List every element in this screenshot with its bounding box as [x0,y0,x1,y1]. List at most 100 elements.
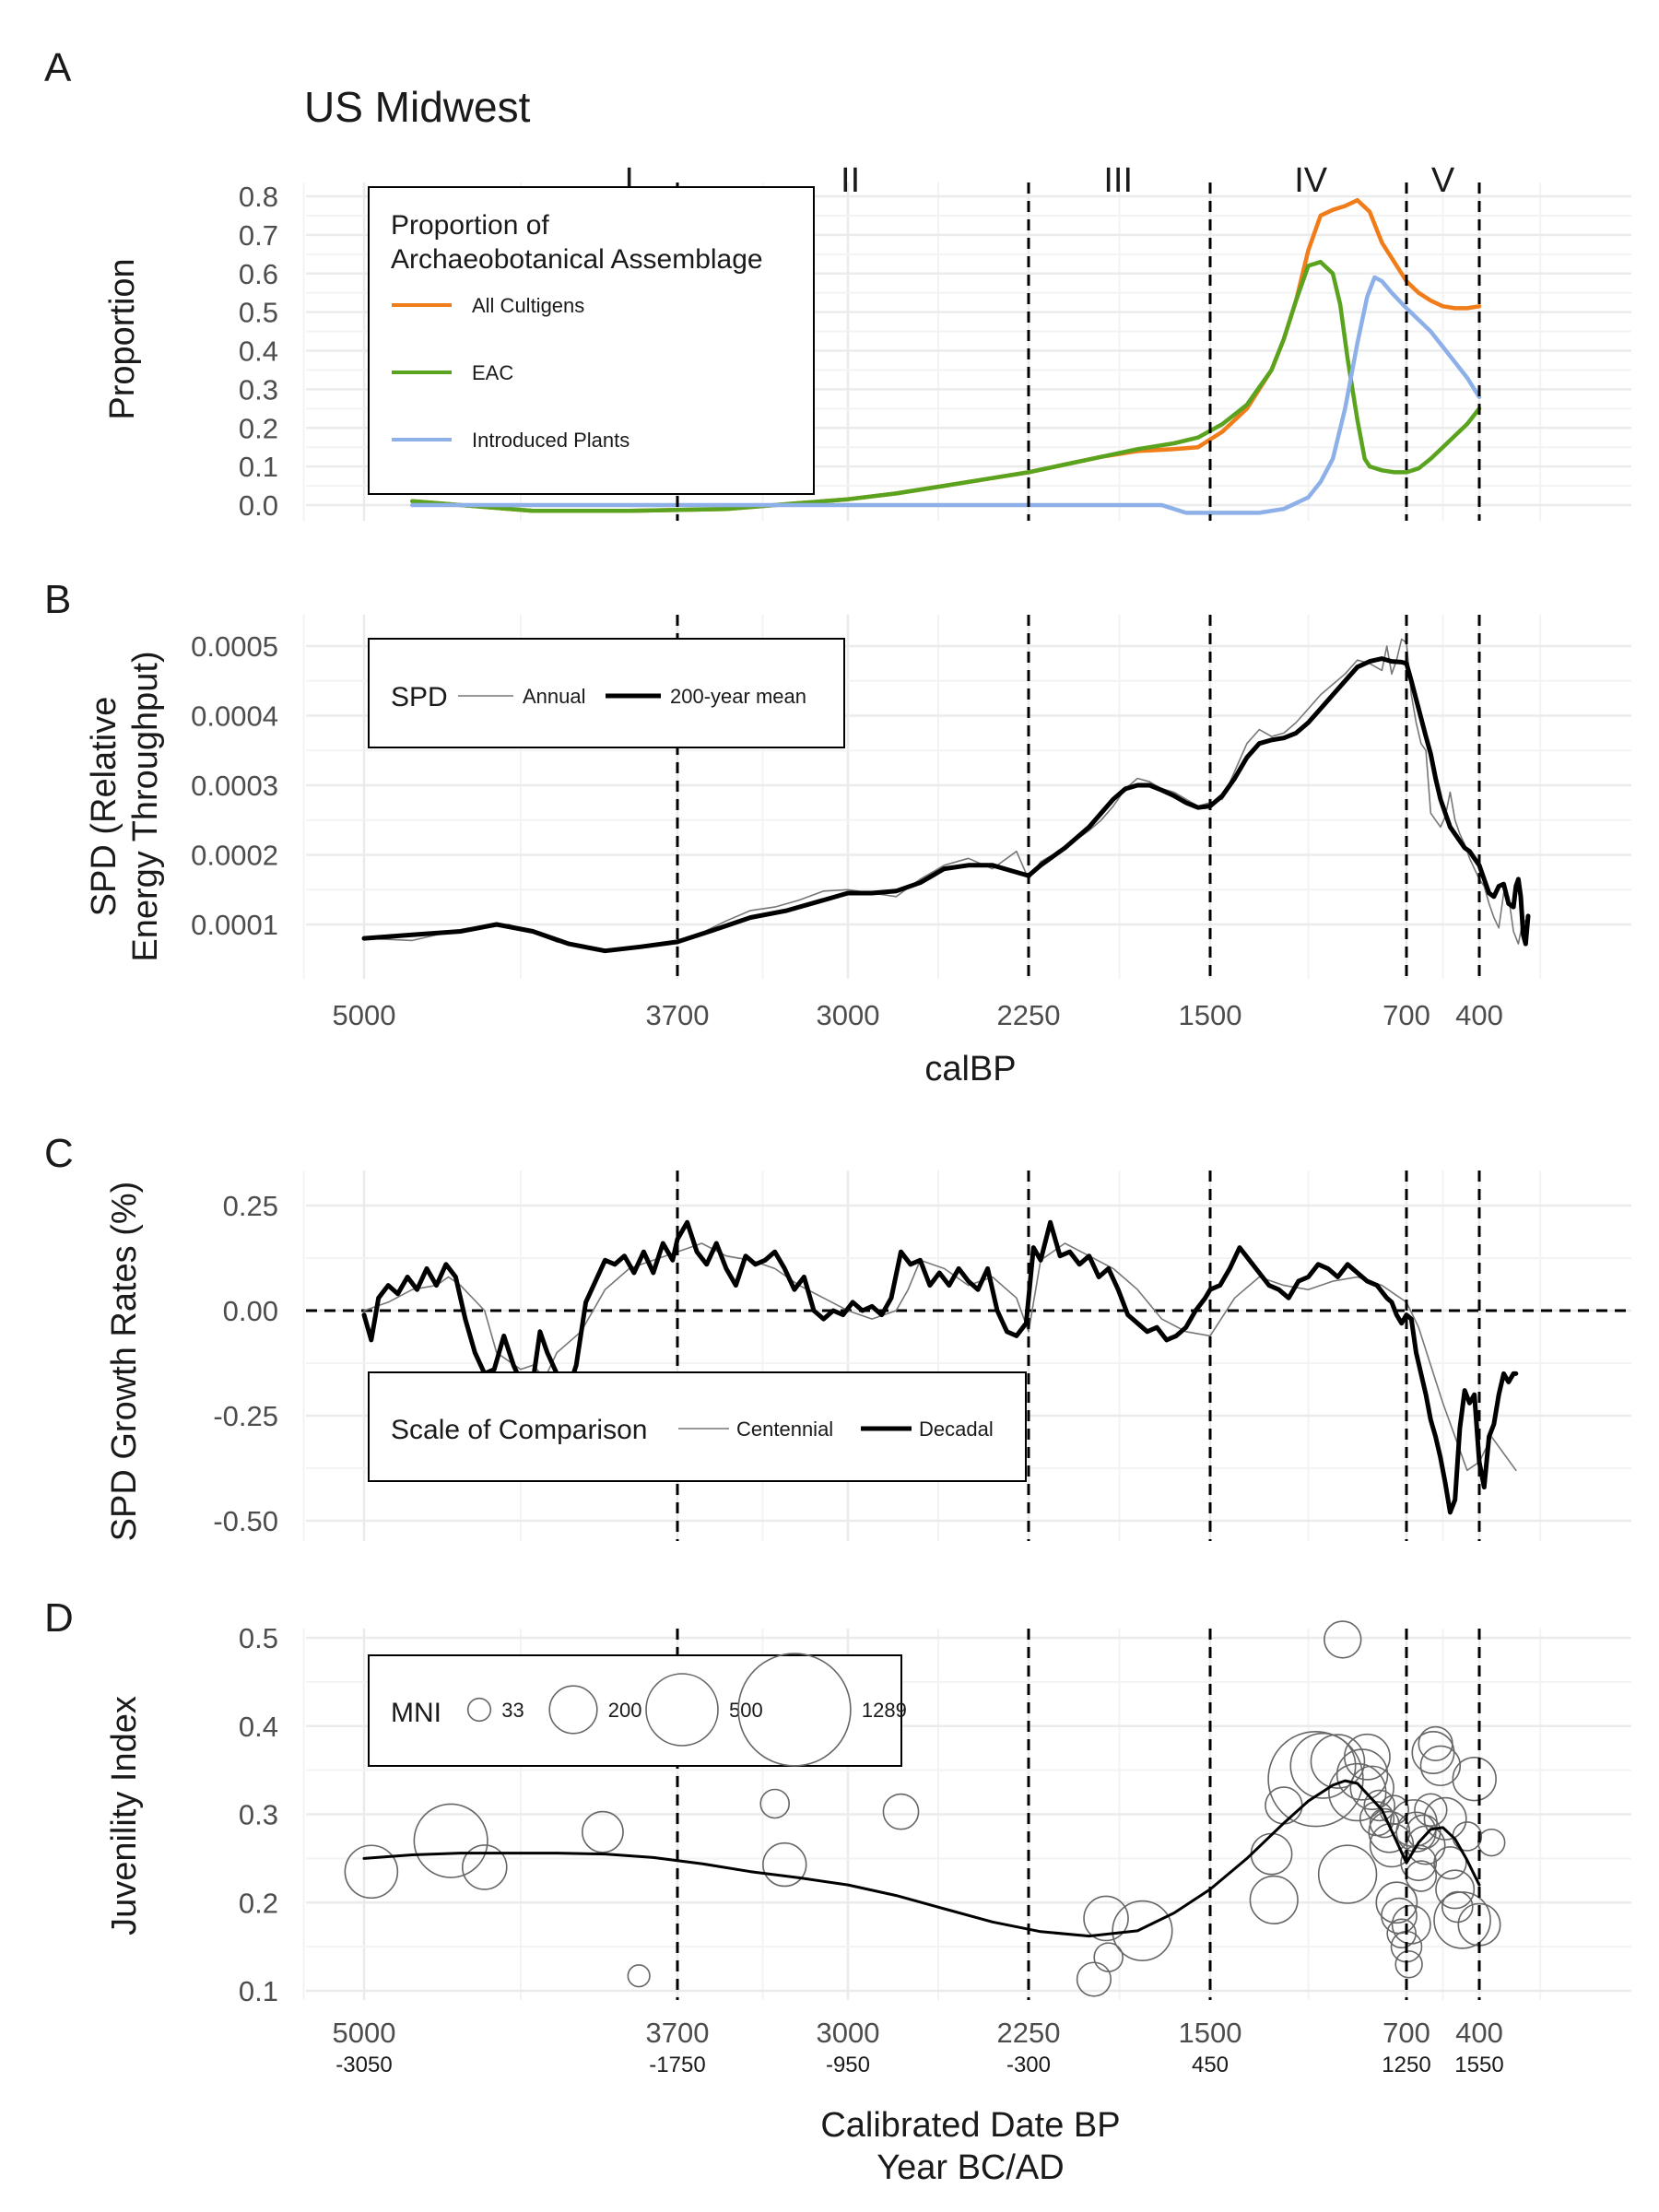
legend-size-keys: 33 200 500 1289 [466,1653,907,1767]
data-point [1391,1904,1431,1945]
y-tick-label: 0.1 [239,451,278,483]
data-point [759,1788,791,1819]
data-point [1419,1745,1462,1787]
data-point [1310,1734,1366,1789]
data-point [1452,1756,1497,1802]
panel-a: A US Midwest I II III IV V 0.00.10.20.30.40.… [44,45,1631,522]
legend-title: SPD [391,682,448,712]
x-tick-label-bcad: 1550 [1454,2053,1503,2077]
panel-d: D 0.1 0.2 0.3 0.4 0.5 5000 -3050 3700 -1750 3000… [44,1595,1631,2187]
y-tick-label: 0.0 [239,489,278,522]
x-tick-label: 400 [1455,999,1503,1031]
legend-label-200-year-mean: 200-year mean [670,685,806,708]
data-point [1411,1730,1455,1774]
period-label: I [624,161,634,200]
data-point [1477,1828,1506,1857]
panel-b-letter: B [44,577,71,622]
period-label: IV [1294,161,1328,200]
panel-d-letter: D [44,1595,74,1641]
panel-c-legend: Scale of Comparison Centennial Decadal [368,1371,1027,1482]
data-point [1375,1881,1418,1924]
data-point [1112,1900,1173,1961]
data-point [1335,1748,1389,1801]
panel-b-y-title-line1: SPD (Relative [85,697,124,917]
panel-c-y-ticks: 0.25 0.00 -0.25 -0.50 [213,1190,278,1537]
data-point [1386,1918,1417,1949]
panel-c-y-title: SPD Growth Rates (%) [105,1182,144,1542]
panel-b-x-ticks: 5000 3700 3000 2250 1500 700 400 [333,999,1503,1031]
period-label: V [1431,161,1455,200]
panel-a-legend: Proportion of Archaeobotanical Assemblag… [368,186,815,495]
data-point [1249,1875,1299,1924]
y-tick-label: 0.2 [239,1887,278,1919]
x-tick-label-bcad: 450 [1192,2053,1229,2077]
panel-a-letter: A [44,45,72,90]
x-tick-label: 2250 [997,999,1061,1031]
data-point [1394,1950,1423,1979]
data-point [1414,1793,1448,1827]
data-point [1344,1733,1391,1781]
data-point [1379,1794,1409,1826]
data-point [1317,1844,1378,1904]
panel-a-title: US Midwest [304,83,531,131]
juvenility-smooth-line [362,1779,1481,1938]
panel-d-series [362,1779,1481,1938]
y-tick-label: 0.0002 [191,840,278,872]
data-point [627,1964,651,1988]
panel-a-y-title: Proportion [103,258,142,419]
y-tick-label: 0.0005 [191,630,278,663]
data-point [582,1810,624,1853]
y-tick-label: 0.2 [239,412,278,444]
legend-title-line2: Archaeobotanical Assemblage [391,244,763,275]
panel-d-points [344,1620,1506,1997]
data-point [1433,1891,1491,1949]
data-point [461,1844,508,1890]
data-point [1363,1789,1396,1822]
legend-size-label: 500 [729,1699,763,1722]
legend-title: Scale of Comparison [391,1415,647,1445]
data-point [344,1844,399,1900]
data-point [1395,1811,1437,1853]
data-point [1441,1890,1474,1924]
period-label: II [841,161,860,200]
legend-label-introduced-plants: Introduced Plants [472,429,629,452]
x-tick-label: 2250 [997,2017,1061,2049]
introduced-plants-line [410,275,1482,515]
data-point [1324,1620,1362,1659]
legend-label-centennial: Centennial [736,1418,833,1441]
legend-box [368,1371,1027,1482]
data-point [1423,1796,1467,1841]
data-point [413,1803,488,1878]
y-tick-label: 0.0001 [191,909,278,941]
panel-c-letter: C [44,1131,74,1176]
panel-c-boundaries [676,1171,1481,1541]
legend-box [368,1654,902,1767]
legend-label-all-cultigens: All Cultigens [472,294,584,317]
panel-b-legend: SPD Annual 200-year mean [368,638,845,748]
panel-d-x-ticks: 5000 -3050 3700 -1750 3000 -950 2250 -300 1500 45… [333,2017,1504,2077]
legend-size-circle [548,1685,598,1735]
x-tick-label: 700 [1382,999,1430,1031]
period-labels: I II III IV V [624,161,1454,200]
legend-box [368,638,845,748]
data-point [1250,1832,1293,1876]
panel-c-grid [302,1171,1631,1541]
data-point [882,1793,920,1830]
y-tick-label: 0.3 [239,373,278,406]
y-tick-label: 0.3 [239,1799,278,1831]
legend-label-decadal: Decadal [919,1418,994,1441]
panel-a-series [410,197,1482,515]
legend-label-annual: Annual [523,685,586,708]
data-point [1405,1860,1438,1892]
data-point [1076,1961,1112,1997]
data-point [1433,1845,1467,1880]
legend-title: MNI [391,1698,441,1728]
panel-d-y-title: Juvenility Index [105,1696,144,1936]
y-tick-label: -0.50 [213,1505,278,1537]
y-tick-label: 0.8 [239,181,278,213]
panel-a-y-ticks: 0.0 0.1 0.2 0.3 0.4 0.5 0.6 0.7 0.8 [239,181,278,522]
y-tick-label: 0.6 [239,258,278,290]
x-tick-label: 5000 [333,999,396,1031]
data-point [1418,1725,1453,1761]
x-tick-label: 3000 [817,2017,880,2049]
